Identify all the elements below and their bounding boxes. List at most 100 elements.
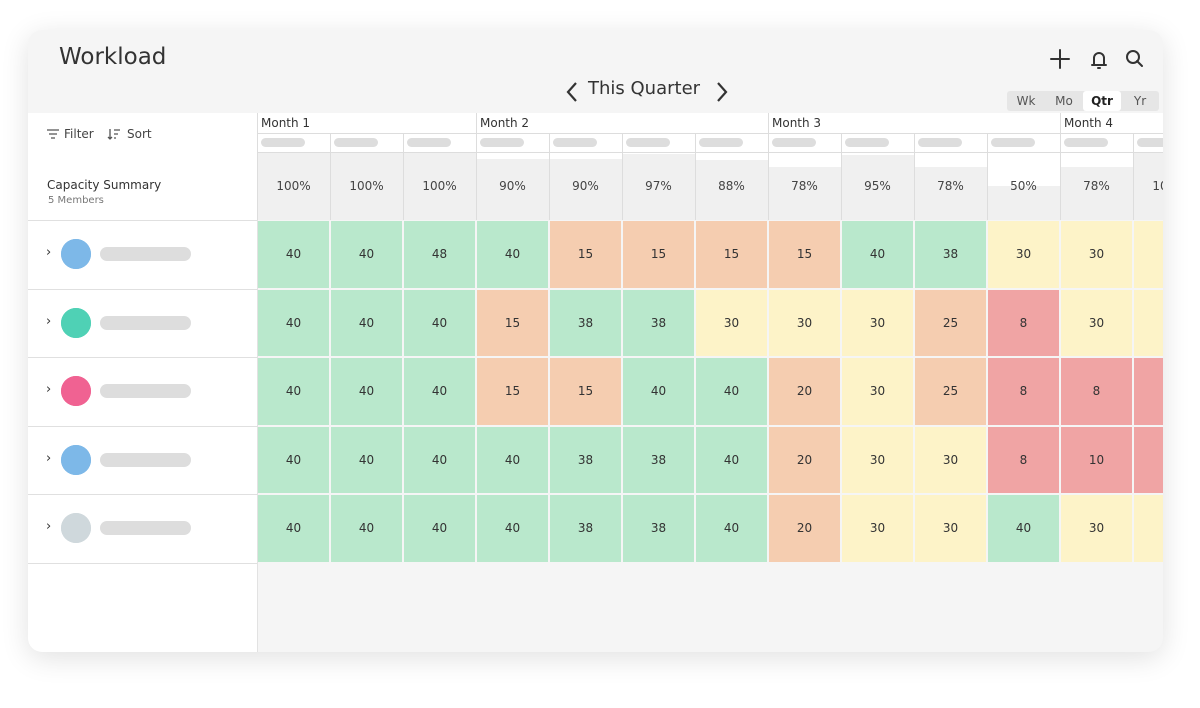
workload-cell: 38 [550, 495, 621, 562]
workload-cell: 30 [915, 426, 986, 493]
column-divider [330, 133, 331, 220]
month-divider [1060, 113, 1061, 133]
view-option[interactable]: Yr [1133, 94, 1147, 108]
column-placeholder [407, 138, 451, 147]
column-divider [841, 133, 842, 220]
expand-chevron[interactable]: › [46, 382, 52, 398]
view-option[interactable]: Mo [1055, 94, 1073, 108]
name-placeholder [100, 521, 191, 536]
workload-cell: 15 [769, 221, 840, 288]
capacity-value: 100% [276, 179, 311, 193]
filter-icon [47, 129, 59, 139]
workload-cell: 30 [696, 289, 767, 356]
month-divider [257, 113, 258, 133]
view-toggle: Wk Mo Qtr Yr [1007, 91, 1159, 111]
workload-cell: 15 [477, 358, 548, 425]
name-placeholder [100, 247, 191, 262]
workload-cell: 40 [696, 358, 767, 425]
month-divider [768, 113, 769, 133]
prev-period[interactable] [562, 80, 584, 104]
column-divider [1133, 133, 1134, 220]
workload-cell: 40 [988, 495, 1059, 562]
expand-chevron[interactable]: › [46, 519, 52, 535]
workload-cell-partial [1134, 358, 1163, 425]
capacity-bar [988, 186, 1060, 220]
avatar [61, 376, 91, 407]
column-placeholder [553, 138, 597, 147]
bell-icon[interactable] [1091, 52, 1107, 69]
workload-cell: 30 [988, 221, 1059, 288]
workload-cell: 8 [988, 358, 1059, 425]
sort-button[interactable]: Sort [127, 127, 152, 141]
capacity-value: 88% [718, 179, 745, 193]
workload-cell: 20 [769, 495, 840, 562]
row-divider [28, 562, 257, 564]
workload-cell: 15 [623, 221, 694, 288]
workload-cell: 38 [623, 495, 694, 562]
capacity-value: 78% [791, 179, 818, 193]
capacity-value: 100% [349, 179, 384, 193]
workload-cell: 15 [477, 289, 548, 356]
workload-cell: 15 [696, 221, 767, 288]
workload-cell: 30 [842, 495, 913, 562]
column-placeholder [699, 138, 743, 147]
workload-cell: 40 [331, 495, 402, 562]
expand-chevron[interactable]: › [46, 450, 52, 466]
workload-cell: 38 [915, 221, 986, 288]
column-divider [1060, 133, 1061, 220]
column-divider [987, 133, 988, 220]
workload-cell: 40 [331, 426, 402, 493]
capacity-value: 90% [499, 179, 526, 193]
capacity-bar [915, 166, 987, 220]
workload-cell: 40 [331, 289, 402, 356]
row-divider [28, 357, 257, 358]
workload-cell: 30 [842, 289, 913, 356]
capacity-value: 97% [645, 179, 672, 193]
column-divider [403, 133, 404, 220]
month-row-line [257, 133, 1163, 134]
month-label: Month 1 [261, 116, 311, 130]
workload-cell: 40 [623, 358, 694, 425]
workload-cell: 38 [623, 289, 694, 356]
workload-cell: 40 [331, 358, 402, 425]
search-icon[interactable] [1126, 50, 1140, 64]
expand-chevron[interactable]: › [46, 245, 52, 261]
view-option[interactable]: Wk [1016, 94, 1036, 108]
workload-cell-partial [1134, 495, 1163, 562]
column-divider [914, 133, 915, 220]
row-divider [28, 220, 257, 221]
workload-cell: 40 [258, 221, 329, 288]
row-divider [28, 288, 257, 290]
capacity-value: 50% [1010, 179, 1037, 193]
row-divider [28, 425, 257, 427]
workload-cell: 40 [696, 495, 767, 562]
workload-cell: 40 [404, 426, 475, 493]
next-period[interactable] [711, 80, 733, 104]
capacity-bar [623, 154, 695, 220]
add-icon[interactable] [1050, 49, 1070, 69]
workload-cell: 40 [842, 221, 913, 288]
workload-cell: 20 [769, 426, 840, 493]
column-divider [622, 133, 623, 220]
name-placeholder [100, 384, 191, 399]
expand-chevron[interactable]: › [46, 313, 52, 329]
workload-cell: 30 [769, 289, 840, 356]
workload-cell: 38 [623, 426, 694, 493]
workload-cell: 40 [477, 221, 548, 288]
avatar [61, 513, 91, 544]
column-divider [549, 133, 550, 220]
capacity-bar [550, 158, 622, 220]
month-label: Month 3 [772, 116, 822, 130]
name-placeholder [100, 452, 191, 467]
month-divider [476, 113, 477, 133]
workload-cell: 38 [550, 426, 621, 493]
workload-cell: 40 [477, 426, 548, 493]
workload-cell-partial [1134, 289, 1163, 356]
view-option[interactable]: Qtr [1083, 91, 1121, 111]
top-icons [1050, 49, 1143, 69]
filter-button[interactable]: Filter [64, 127, 94, 141]
summary-subtitle: 5 Members [48, 195, 104, 206]
column-placeholder [1137, 138, 1163, 147]
capacity-bar [1061, 166, 1133, 220]
capacity-bar [769, 166, 841, 220]
